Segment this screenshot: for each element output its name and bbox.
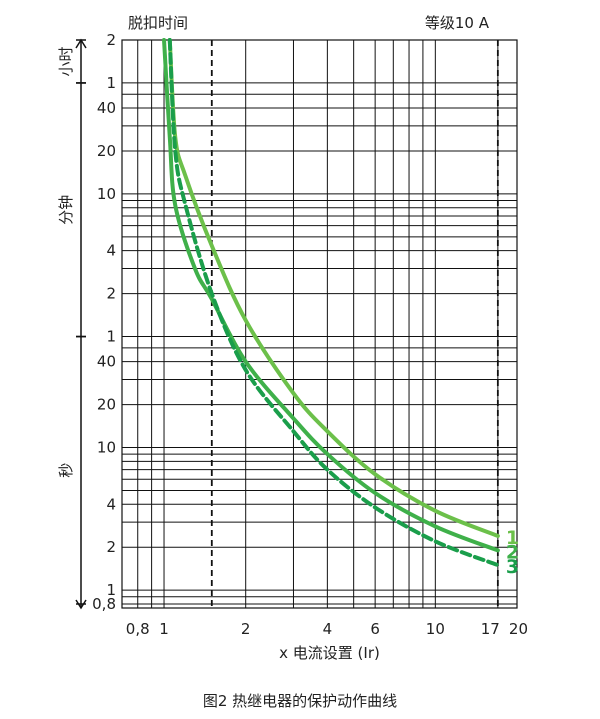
- series-label-1: 1: [506, 527, 519, 549]
- y-tick-label: 4: [106, 242, 116, 260]
- series-label-2: 2: [506, 541, 519, 563]
- y-tick-label: 4: [106, 495, 116, 513]
- x-tick-label: 6: [370, 620, 380, 638]
- y-tick-label: 1: [106, 328, 116, 346]
- y-tick-label: 20: [97, 396, 116, 414]
- series-label-3: 3: [506, 556, 519, 578]
- y-tick-label: 20: [97, 142, 116, 160]
- y-tick-label: 0,8: [92, 595, 116, 613]
- unit-group-label: 秒: [57, 463, 75, 478]
- x-tick-label: 0,8: [126, 620, 150, 638]
- x-tick-label: 20: [509, 620, 528, 638]
- unit-axis-arrow: [75, 599, 87, 610]
- series-line-1: [167, 38, 500, 538]
- y-tick-label: 2: [106, 538, 116, 556]
- y-tick-label: 40: [97, 353, 116, 371]
- x-tick-label: 17: [481, 620, 500, 638]
- x-tick-label: 2: [241, 620, 251, 638]
- x-tick-label: 10: [426, 620, 445, 638]
- y-tick-label: 10: [97, 439, 116, 457]
- chart-title-left: 脱扣时间: [128, 14, 188, 32]
- series-line-3: [167, 38, 500, 568]
- y-tick-label: 10: [97, 185, 116, 203]
- x-axis-label: x 电流设置 (Ir): [279, 644, 380, 662]
- y-tick-label: 1: [106, 74, 116, 92]
- series-line-2: [162, 38, 500, 553]
- chart-title-right: 等级10 A: [425, 14, 490, 32]
- figure-caption: 图2 热继电器的保护动作曲线: [202, 692, 398, 710]
- unit-group-label: 小时: [57, 46, 75, 76]
- x-tick-label: 4: [323, 620, 333, 638]
- unit-axis-arrow: [75, 38, 87, 49]
- y-tick-label: 40: [97, 99, 116, 117]
- y-tick-label: 2: [106, 31, 116, 49]
- unit-group-label: 分钟: [57, 195, 75, 225]
- y-tick-label: 1: [106, 581, 116, 599]
- y-tick-label: 2: [106, 285, 116, 303]
- x-tick-label: 1: [159, 620, 169, 638]
